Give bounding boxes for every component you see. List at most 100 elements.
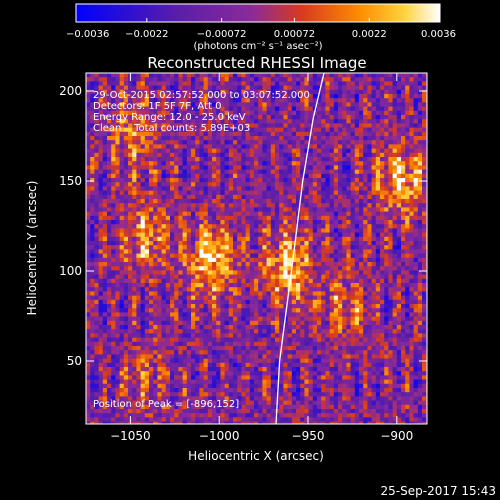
heatmap-pixel xyxy=(153,215,158,221)
heatmap-pixel xyxy=(258,211,263,217)
heatmap-pixel xyxy=(182,266,188,271)
heatmap-pixel xyxy=(102,77,108,82)
heatmap-pixel xyxy=(262,249,267,254)
heatmap-pixel xyxy=(329,312,335,317)
heatmap-pixel xyxy=(178,266,183,271)
heatmap-pixel xyxy=(308,274,314,280)
heatmap-pixel xyxy=(338,102,343,107)
heatmap-pixel xyxy=(350,274,356,280)
heatmap-pixel xyxy=(128,157,133,162)
heatmap-pixel xyxy=(384,102,389,107)
heatmap-pixel xyxy=(413,291,419,296)
heatmap-pixel xyxy=(325,194,330,200)
heatmap-pixel xyxy=(279,228,284,233)
heatmap-pixel xyxy=(153,73,158,78)
heatmap-pixel xyxy=(363,249,368,254)
heatmap-pixel xyxy=(111,224,116,229)
heatmap-pixel xyxy=(174,140,179,145)
heatmap-pixel xyxy=(128,320,133,326)
heatmap-pixel xyxy=(338,77,343,82)
heatmap-pixel xyxy=(342,119,347,124)
heatmap-pixel xyxy=(161,228,167,233)
heatmap-pixel xyxy=(216,123,221,128)
heatmap-pixel xyxy=(123,228,129,233)
heatmap-pixel xyxy=(375,194,381,200)
heatmap-pixel xyxy=(178,270,183,275)
heatmap-pixel xyxy=(375,291,381,296)
heatmap-pixel xyxy=(380,236,385,242)
heatmap-pixel xyxy=(417,304,423,309)
heatmap-pixel xyxy=(367,73,372,78)
heatmap-pixel xyxy=(102,299,108,305)
heatmap-pixel xyxy=(417,203,423,208)
heatmap-pixel xyxy=(287,249,293,254)
heatmap-pixel xyxy=(98,283,104,288)
heatmap-pixel xyxy=(182,257,188,263)
heatmap-pixel xyxy=(220,249,225,254)
heatmap-pixel xyxy=(367,106,372,112)
heatmap-pixel xyxy=(346,249,351,254)
heatmap-pixel xyxy=(178,186,183,191)
heatmap-pixel xyxy=(405,241,410,246)
heatmap-pixel xyxy=(241,77,246,82)
heatmap-pixel xyxy=(375,262,381,267)
heatmap-pixel xyxy=(132,186,137,191)
heatmap-pixel xyxy=(107,257,112,263)
heatmap-pixel xyxy=(153,173,158,179)
heatmap-pixel xyxy=(136,299,141,305)
heatmap-pixel xyxy=(304,253,309,259)
heatmap-pixel xyxy=(153,295,158,301)
heatmap-pixel xyxy=(275,119,280,124)
heatmap-pixel xyxy=(371,123,377,128)
heatmap-pixel xyxy=(367,186,372,191)
heatmap-pixel xyxy=(111,182,116,187)
heatmap-pixel xyxy=(396,169,402,175)
heatmap-pixel xyxy=(270,232,276,238)
heatmap-pixel xyxy=(186,291,192,296)
heatmap-pixel xyxy=(224,81,230,86)
heatmap-pixel xyxy=(119,262,125,267)
heatmap-pixel xyxy=(157,220,162,225)
heatmap-pixel xyxy=(157,102,162,107)
heatmap-pixel xyxy=(161,211,167,217)
heatmap-pixel xyxy=(132,299,137,305)
heatmap-pixel xyxy=(153,106,158,112)
heatmap-pixel xyxy=(296,186,301,191)
heatmap-pixel xyxy=(170,215,175,221)
heatmap-pixel xyxy=(350,131,356,137)
heatmap-pixel xyxy=(367,262,372,267)
heatmap-pixel xyxy=(165,278,171,284)
heatmap-pixel xyxy=(346,127,351,133)
heatmap-pixel xyxy=(388,148,393,154)
heatmap-pixel xyxy=(342,115,347,120)
heatmap-pixel xyxy=(195,270,200,275)
heatmap-pixel xyxy=(228,304,234,309)
heatmap-pixel xyxy=(329,215,335,221)
heatmap-pixel xyxy=(346,178,351,183)
heatmap-pixel xyxy=(266,320,272,326)
heatmap-pixel xyxy=(283,194,288,200)
heatmap-pixel xyxy=(136,152,141,158)
heatmap-pixel xyxy=(249,102,255,107)
heatmap-pixel xyxy=(128,236,133,242)
heatmap-pixel xyxy=(199,148,204,154)
heatmap-pixel xyxy=(212,232,217,238)
heatmap-pixel xyxy=(325,278,330,284)
heatmap-pixel xyxy=(233,152,238,158)
heatmap-pixel xyxy=(102,257,108,263)
heatmap-pixel xyxy=(329,295,335,301)
heatmap-pixel xyxy=(266,157,272,162)
heatmap-pixel xyxy=(422,106,427,112)
heatmap-pixel xyxy=(342,81,347,86)
heatmap-pixel xyxy=(413,211,419,217)
heatmap-pixel xyxy=(237,308,242,313)
heatmap-pixel xyxy=(123,123,129,128)
heatmap-pixel xyxy=(270,102,276,107)
heatmap-pixel xyxy=(409,241,414,246)
heatmap-pixel xyxy=(308,169,314,175)
heatmap-pixel xyxy=(107,211,112,217)
heatmap-pixel xyxy=(216,169,221,175)
heatmap-pixel xyxy=(98,89,104,95)
heatmap-pixel xyxy=(321,278,326,284)
heatmap-pixel xyxy=(338,169,343,175)
